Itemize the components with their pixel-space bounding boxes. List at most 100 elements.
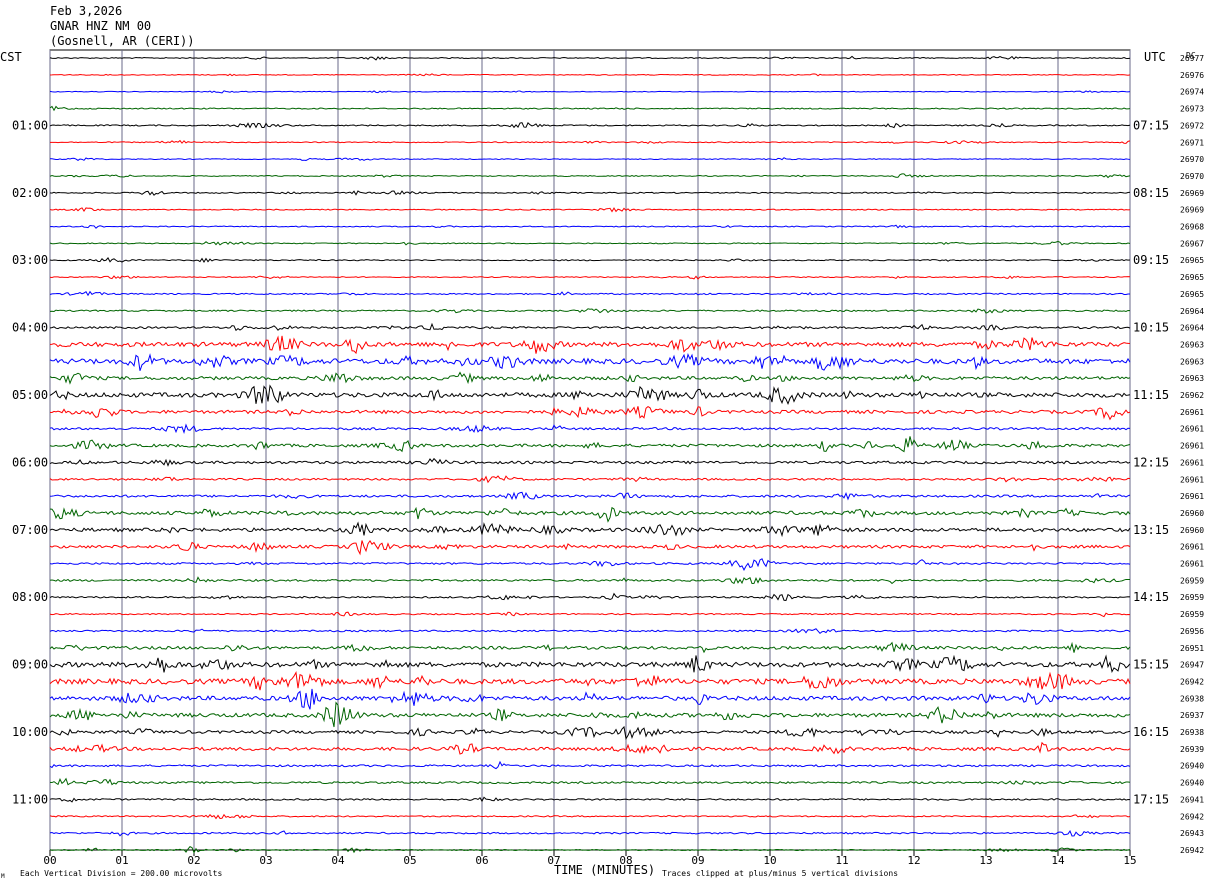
x-tick-label: 03: [259, 854, 272, 867]
seismic-trace: [49, 405, 1131, 421]
dc-offset-label: 26961: [1180, 492, 1204, 501]
left-hour-label: 06:00: [12, 455, 48, 469]
left-hour-label: 09:00: [12, 658, 48, 672]
seismic-trace: [49, 257, 1131, 264]
scale-note: Each Vertical Division = 200.00 microvol…: [20, 869, 222, 878]
dc-offset-label: 26963: [1180, 374, 1204, 383]
x-tick-label: 07: [547, 854, 560, 867]
left-hour-label: 08:00: [12, 590, 48, 604]
dc-offset-label: 26965: [1180, 256, 1204, 265]
dc-offset-label: 26939: [1180, 745, 1204, 754]
dc-offset-label: 26961: [1180, 442, 1204, 451]
seismic-trace: [49, 275, 1131, 280]
seismic-trace: [49, 521, 1131, 538]
left-hour-label: 10:00: [12, 725, 48, 739]
x-tick-label: 05: [403, 854, 416, 867]
dc-offset-label: 26961: [1180, 458, 1204, 467]
dc-offset-label: 26956: [1180, 627, 1204, 636]
seismic-trace: [49, 539, 1131, 556]
right-hour-label: 12:15: [1133, 455, 1169, 469]
seismic-trace: [49, 725, 1131, 741]
dc-offset-label: 26963: [1180, 357, 1204, 366]
dc-offset-label: 26963: [1180, 340, 1204, 349]
seismic-trace: [49, 796, 1131, 803]
dc-offset-label: 26962: [1180, 391, 1204, 400]
seismic-trace: [49, 157, 1131, 161]
right-timezone-label: UTC: [1144, 50, 1166, 64]
right-hour-label: 11:15: [1133, 388, 1169, 402]
seismic-trace: [49, 290, 1131, 297]
right-hour-label: 16:15: [1133, 725, 1169, 739]
dc-label: DC: [1186, 51, 1196, 60]
dc-offset-label: 26940: [1180, 762, 1204, 771]
seismic-trace: [49, 641, 1131, 654]
x-tick-label: 14: [1051, 854, 1065, 867]
left-timezone-label: CST: [0, 50, 22, 64]
seismic-trace: [49, 846, 1131, 854]
dc-offset-label: 26977: [1180, 54, 1204, 63]
x-tick-label: 15: [1123, 854, 1136, 867]
seismic-trace: [49, 830, 1131, 837]
right-hour-label: 08:15: [1133, 186, 1169, 200]
seismic-trace: [49, 122, 1131, 129]
dc-offset-label: 26959: [1180, 593, 1204, 602]
seismic-traces: [49, 55, 1131, 854]
header-location: (Gosnell, AR (CERI)): [50, 34, 195, 48]
seismic-trace: [49, 611, 1131, 618]
corner-mark: M: [1, 873, 5, 880]
dc-offset-label: 26971: [1180, 138, 1204, 147]
seismic-trace: [49, 352, 1131, 371]
seismic-trace: [49, 457, 1131, 467]
left-hour-label: 03:00: [12, 253, 48, 267]
plot-border: [49, 49, 1131, 851]
seismic-trace: [49, 670, 1131, 691]
dc-offset-label: 26974: [1180, 88, 1204, 97]
seismic-trace: [49, 813, 1131, 820]
dc-offset-label: 26940: [1180, 779, 1204, 788]
dc-offset-label: 26965: [1180, 273, 1204, 282]
x-tick-label: 11: [835, 854, 848, 867]
dc-offset-label: 26968: [1180, 223, 1204, 232]
left-hour-label: 02:00: [12, 186, 48, 200]
dc-offset-label: 26967: [1180, 239, 1204, 248]
dc-offset-label: 26942: [1180, 677, 1204, 686]
x-tick-label: 09: [691, 854, 704, 867]
dc-offset-label: 26970: [1180, 155, 1204, 164]
right-hour-label: 14:15: [1133, 590, 1169, 604]
x-tick-label: 08: [619, 854, 632, 867]
seismic-trace: [49, 741, 1131, 755]
seismic-trace: [49, 384, 1131, 406]
dc-offset-label: 26942: [1180, 812, 1204, 821]
seismic-trace: [49, 436, 1131, 453]
left-hour-label: 07:00: [12, 523, 48, 537]
dc-offset-label: 26938: [1180, 694, 1204, 703]
seismic-trace: [49, 73, 1131, 77]
dc-offset-label: 26969: [1180, 189, 1204, 198]
seismic-trace: [49, 777, 1131, 786]
seismic-trace: [49, 90, 1131, 94]
right-hour-label: 15:15: [1133, 658, 1169, 672]
seismic-trace: [49, 558, 1131, 571]
x-tick-label: 02: [187, 854, 200, 867]
dc-offset-label: 26964: [1180, 324, 1204, 333]
seismic-trace: [49, 335, 1131, 355]
dc-offset-label: 26961: [1180, 560, 1204, 569]
left-hour-label: 05:00: [12, 388, 48, 402]
seismic-trace: [49, 308, 1131, 314]
dc-offset-label: 26970: [1180, 172, 1204, 181]
seismic-trace: [49, 506, 1131, 523]
left-hour-label: 11:00: [12, 792, 48, 806]
seismic-trace: [49, 190, 1131, 196]
dc-offset-label: 26941: [1180, 795, 1204, 804]
seismic-trace: [49, 654, 1131, 673]
dc-offset-label: 26937: [1180, 711, 1204, 720]
dc-offset-label: 26947: [1180, 661, 1204, 670]
seismic-trace: [49, 628, 1131, 635]
seismic-trace: [49, 173, 1131, 179]
seismic-trace: [49, 760, 1131, 770]
dc-offset-label: 26959: [1180, 576, 1204, 585]
dc-offset-label: 26969: [1180, 206, 1204, 215]
right-hour-label: 17:15: [1133, 792, 1169, 806]
dc-offset-label: 26976: [1180, 71, 1204, 80]
header-date: Feb 3,2026: [50, 4, 123, 18]
